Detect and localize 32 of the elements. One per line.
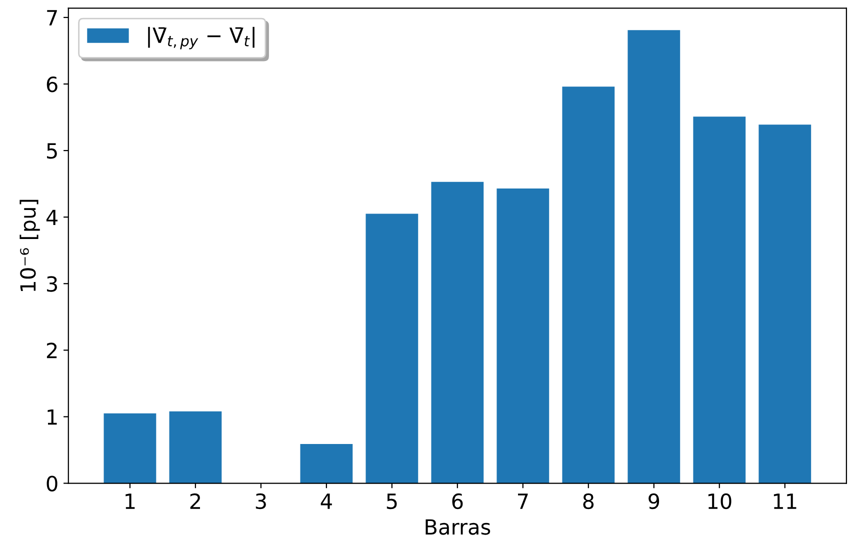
x-tick-label: 9 — [648, 493, 660, 510]
bar — [104, 413, 156, 484]
legend-label: |V̄$_{t,py}$ − V̄$_{t}$| — [148, 26, 254, 50]
y-tick-label: 3 — [47, 276, 58, 292]
bar — [758, 124, 812, 484]
x-tick-label: 2 — [190, 493, 200, 509]
bar — [169, 411, 222, 484]
x-tick-label: 5 — [386, 494, 397, 510]
bar — [366, 214, 418, 484]
x-tick-label: 7 — [518, 494, 528, 509]
x-tick-label: 1 — [126, 494, 135, 509]
x-tick-label: 10 — [708, 493, 732, 510]
y-tick-label: 4 — [46, 210, 58, 226]
y-tick-label: 6 — [46, 76, 58, 92]
y-tick-label: 2 — [46, 342, 57, 358]
bar — [693, 116, 746, 484]
bar — [562, 86, 615, 484]
y-tick-label: 5 — [47, 143, 57, 159]
y-tick-label: 1 — [48, 409, 57, 425]
bar — [300, 444, 353, 484]
x-tick-label: 6 — [452, 493, 463, 510]
y-tick-label: 7 — [47, 10, 57, 26]
x-tick-label: 4 — [320, 494, 332, 509]
bar — [628, 30, 680, 484]
x-tick-label: 8 — [583, 493, 594, 510]
bar — [431, 182, 484, 484]
y-tick-label: 0 — [46, 476, 58, 492]
y-axis-title: 10⁻⁶ [pu] — [20, 200, 40, 291]
x-tick-label: 11 — [774, 494, 796, 509]
x-axis-title: Barras — [426, 519, 490, 535]
x-tick-label: 3 — [256, 493, 266, 510]
bar — [496, 188, 550, 484]
